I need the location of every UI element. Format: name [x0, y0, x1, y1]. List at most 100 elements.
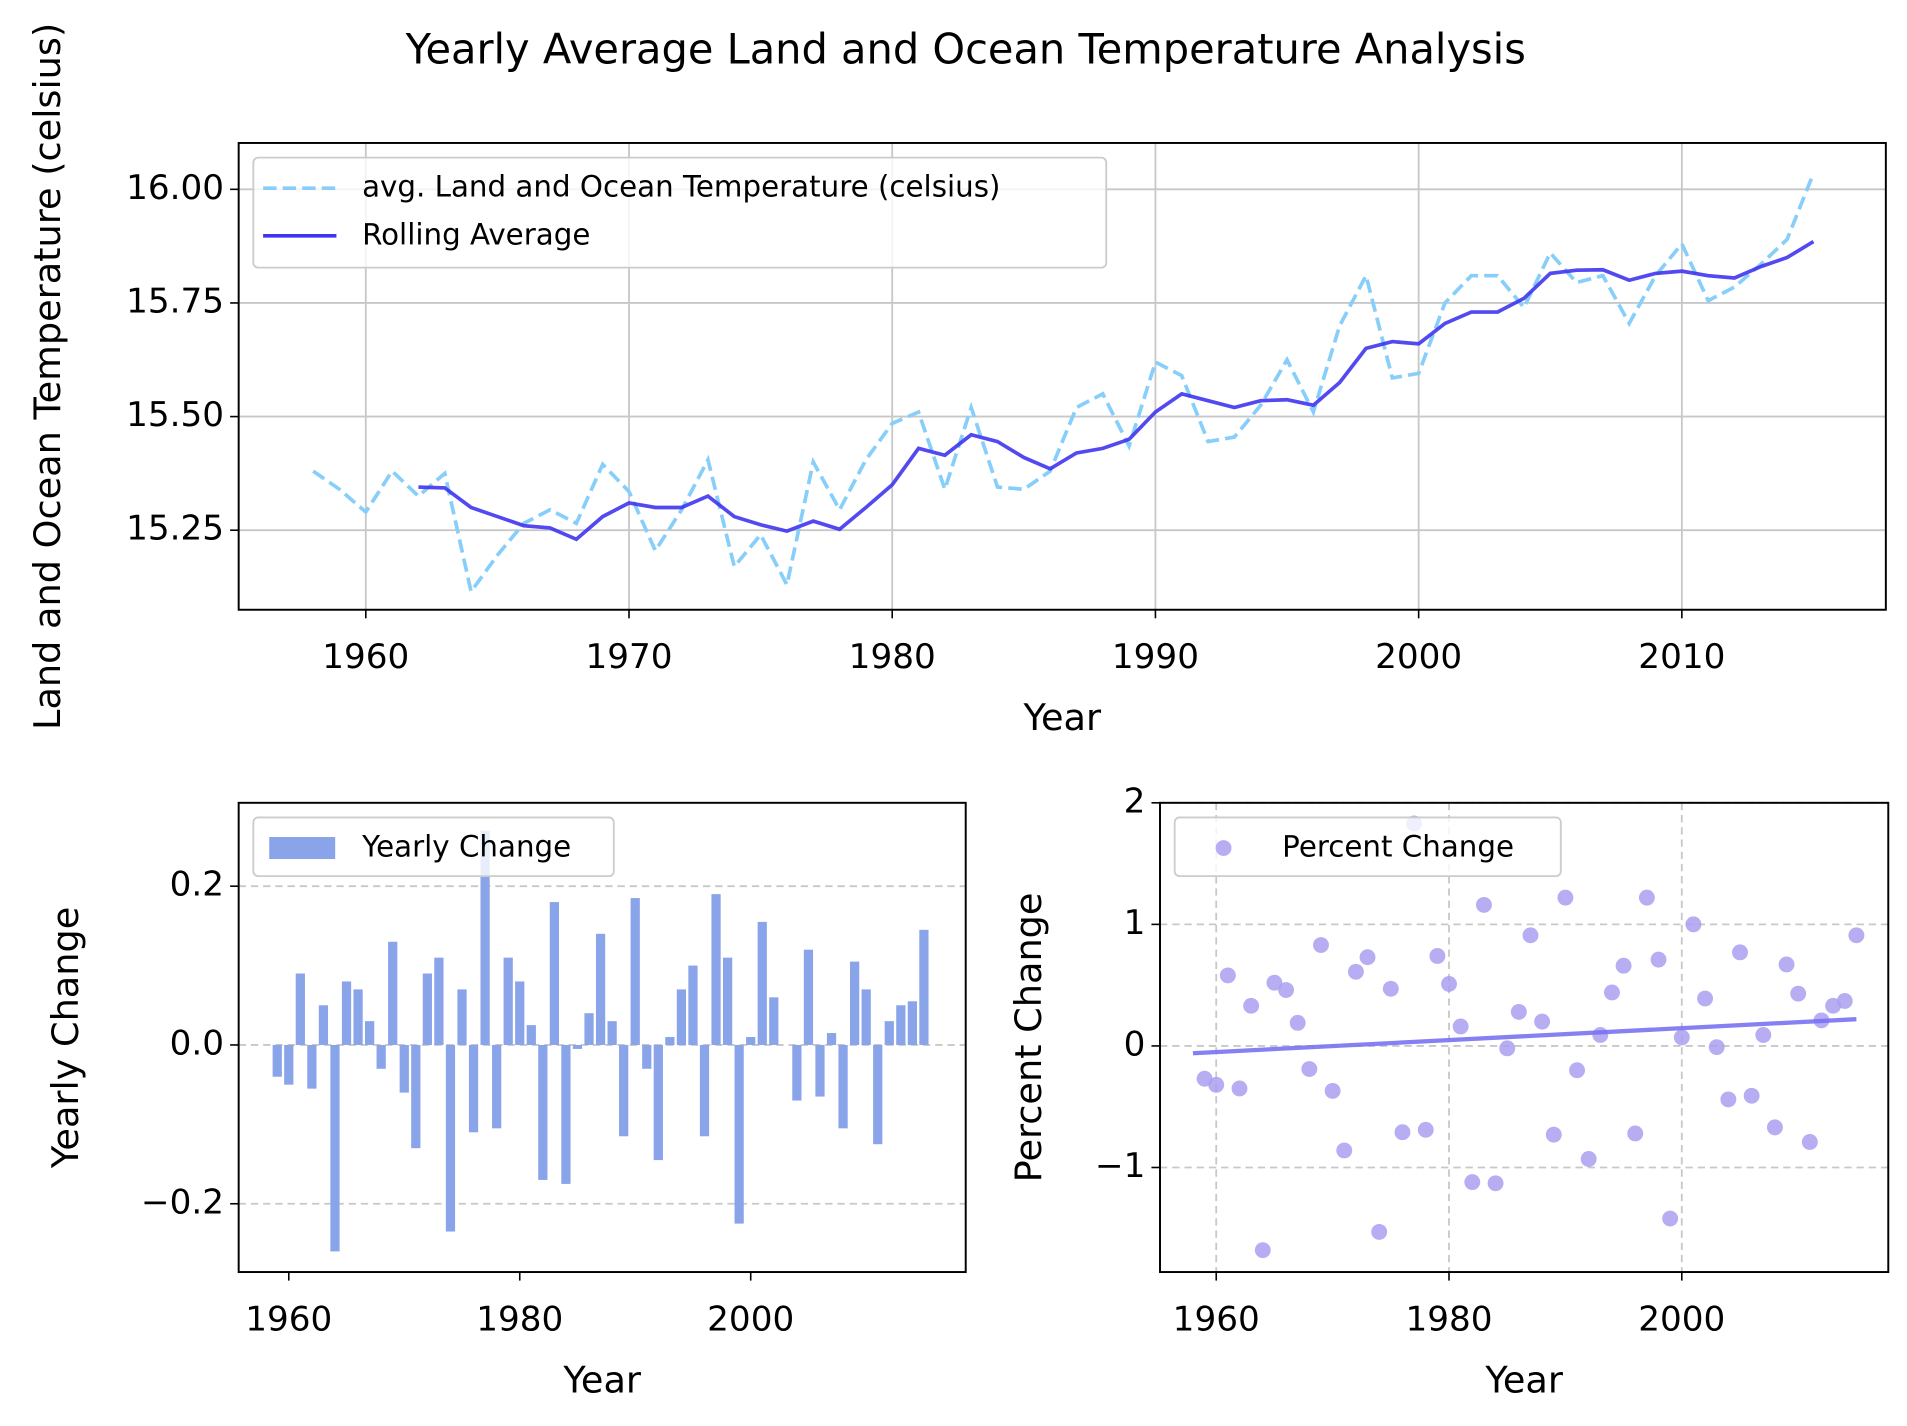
point — [1394, 1124, 1411, 1141]
bar — [572, 1044, 583, 1049]
x-tick-label: 1960 — [322, 637, 409, 677]
point — [1417, 1121, 1434, 1138]
subplot: 1960 1980 2000 −0.2 0.0 0.2 Year Yearly Change Y… — [44, 801, 967, 1402]
point — [1743, 1087, 1760, 1104]
bar — [850, 961, 860, 1045]
bar — [838, 1044, 848, 1129]
bar — [434, 957, 444, 1045]
bar — [757, 921, 767, 1045]
bar — [295, 973, 305, 1045]
bar — [884, 1021, 894, 1045]
plot-area — [272, 830, 929, 1252]
point — [1499, 1040, 1516, 1057]
bar — [376, 1044, 386, 1069]
legend-label: avg. Land and Ocean Temperature (celsius… — [362, 170, 1000, 204]
point — [1720, 1091, 1737, 1108]
bar — [584, 1013, 594, 1045]
bar — [630, 898, 640, 1045]
point — [1662, 1210, 1679, 1227]
bar — [468, 1044, 479, 1133]
x-tick-label: 2000 — [1638, 1299, 1725, 1339]
legend-box — [252, 816, 615, 878]
x-axis-label: Year — [1484, 1359, 1564, 1402]
bar — [538, 1044, 548, 1180]
point — [1836, 993, 1853, 1009]
bar — [792, 1044, 802, 1101]
point — [1313, 937, 1329, 953]
point — [1382, 980, 1399, 997]
point — [1732, 944, 1748, 961]
point — [1778, 956, 1795, 973]
bar — [595, 933, 606, 1045]
bar — [688, 965, 698, 1045]
bar — [642, 1044, 652, 1069]
bar — [515, 981, 525, 1045]
point — [1848, 927, 1865, 944]
bar — [480, 830, 490, 1045]
point — [1452, 1018, 1469, 1035]
point — [1650, 951, 1667, 968]
bar — [399, 1044, 409, 1093]
bar — [272, 1044, 282, 1077]
legend-label: Yearly Change — [361, 830, 571, 864]
legend-box — [1173, 816, 1562, 878]
y-tick-label: 16.00 — [126, 168, 224, 208]
point — [1534, 1013, 1551, 1030]
bar — [734, 1044, 744, 1224]
x-axis-label: Year — [562, 1359, 642, 1402]
point — [1510, 1003, 1527, 1020]
point — [1545, 1126, 1562, 1143]
bar — [861, 989, 871, 1045]
point — [1755, 1027, 1772, 1043]
point — [1790, 985, 1807, 1002]
bar — [746, 1037, 756, 1045]
y-tick-label: 15.25 — [126, 509, 224, 549]
bar — [722, 957, 733, 1045]
x-tick-label: 1970 — [585, 637, 672, 677]
legend-label: Rolling Average — [362, 217, 590, 251]
y-tick-label: −1 — [1095, 1146, 1145, 1186]
x-tick-label: 1960 — [245, 1299, 332, 1339]
point — [1208, 1076, 1225, 1093]
point — [1801, 1134, 1818, 1150]
x-tick-label: 1960 — [1173, 1299, 1260, 1339]
bar — [365, 1021, 375, 1045]
point — [1231, 1080, 1248, 1097]
y-tick-label: 15.50 — [126, 395, 224, 435]
y-axis-label: Land and Ocean Temperature (celsius) — [26, 23, 69, 730]
axes-frame — [1159, 801, 1890, 1274]
legend-label: Percent Change — [1282, 830, 1514, 864]
bar — [907, 1001, 917, 1045]
plot-area — [1192, 815, 1865, 1259]
bar — [919, 929, 929, 1045]
x-tick-label: 2000 — [1375, 637, 1462, 677]
point — [1673, 1029, 1690, 1046]
y-tick-label: 0.0 — [170, 1023, 224, 1063]
x-tick-label: 2000 — [707, 1299, 794, 1339]
point — [1487, 1175, 1504, 1192]
y-tick-label: 2 — [1124, 781, 1146, 821]
bar — [445, 1044, 456, 1232]
point — [1266, 974, 1283, 991]
bar — [896, 1005, 906, 1045]
y-axis-label: Percent Change — [1007, 893, 1050, 1183]
x-tick-label: 2010 — [1638, 637, 1725, 677]
point — [1429, 948, 1446, 964]
bar — [492, 1044, 502, 1129]
bar — [619, 1044, 629, 1137]
point — [1604, 984, 1620, 1001]
bar — [388, 941, 398, 1045]
y-tick-label: 15.75 — [126, 281, 224, 321]
bar — [561, 1044, 571, 1184]
point — [1196, 1070, 1213, 1087]
point — [1697, 990, 1714, 1007]
plot-area — [312, 172, 1816, 596]
figure-title: Yearly Average Land and Ocean Temperatur… — [405, 25, 1526, 74]
bar — [826, 1033, 837, 1045]
x-tick-label: 1980 — [476, 1299, 563, 1339]
bar — [341, 981, 352, 1045]
x-tick-label: 1980 — [849, 637, 936, 677]
bar — [284, 1044, 294, 1085]
bar — [653, 1044, 663, 1161]
